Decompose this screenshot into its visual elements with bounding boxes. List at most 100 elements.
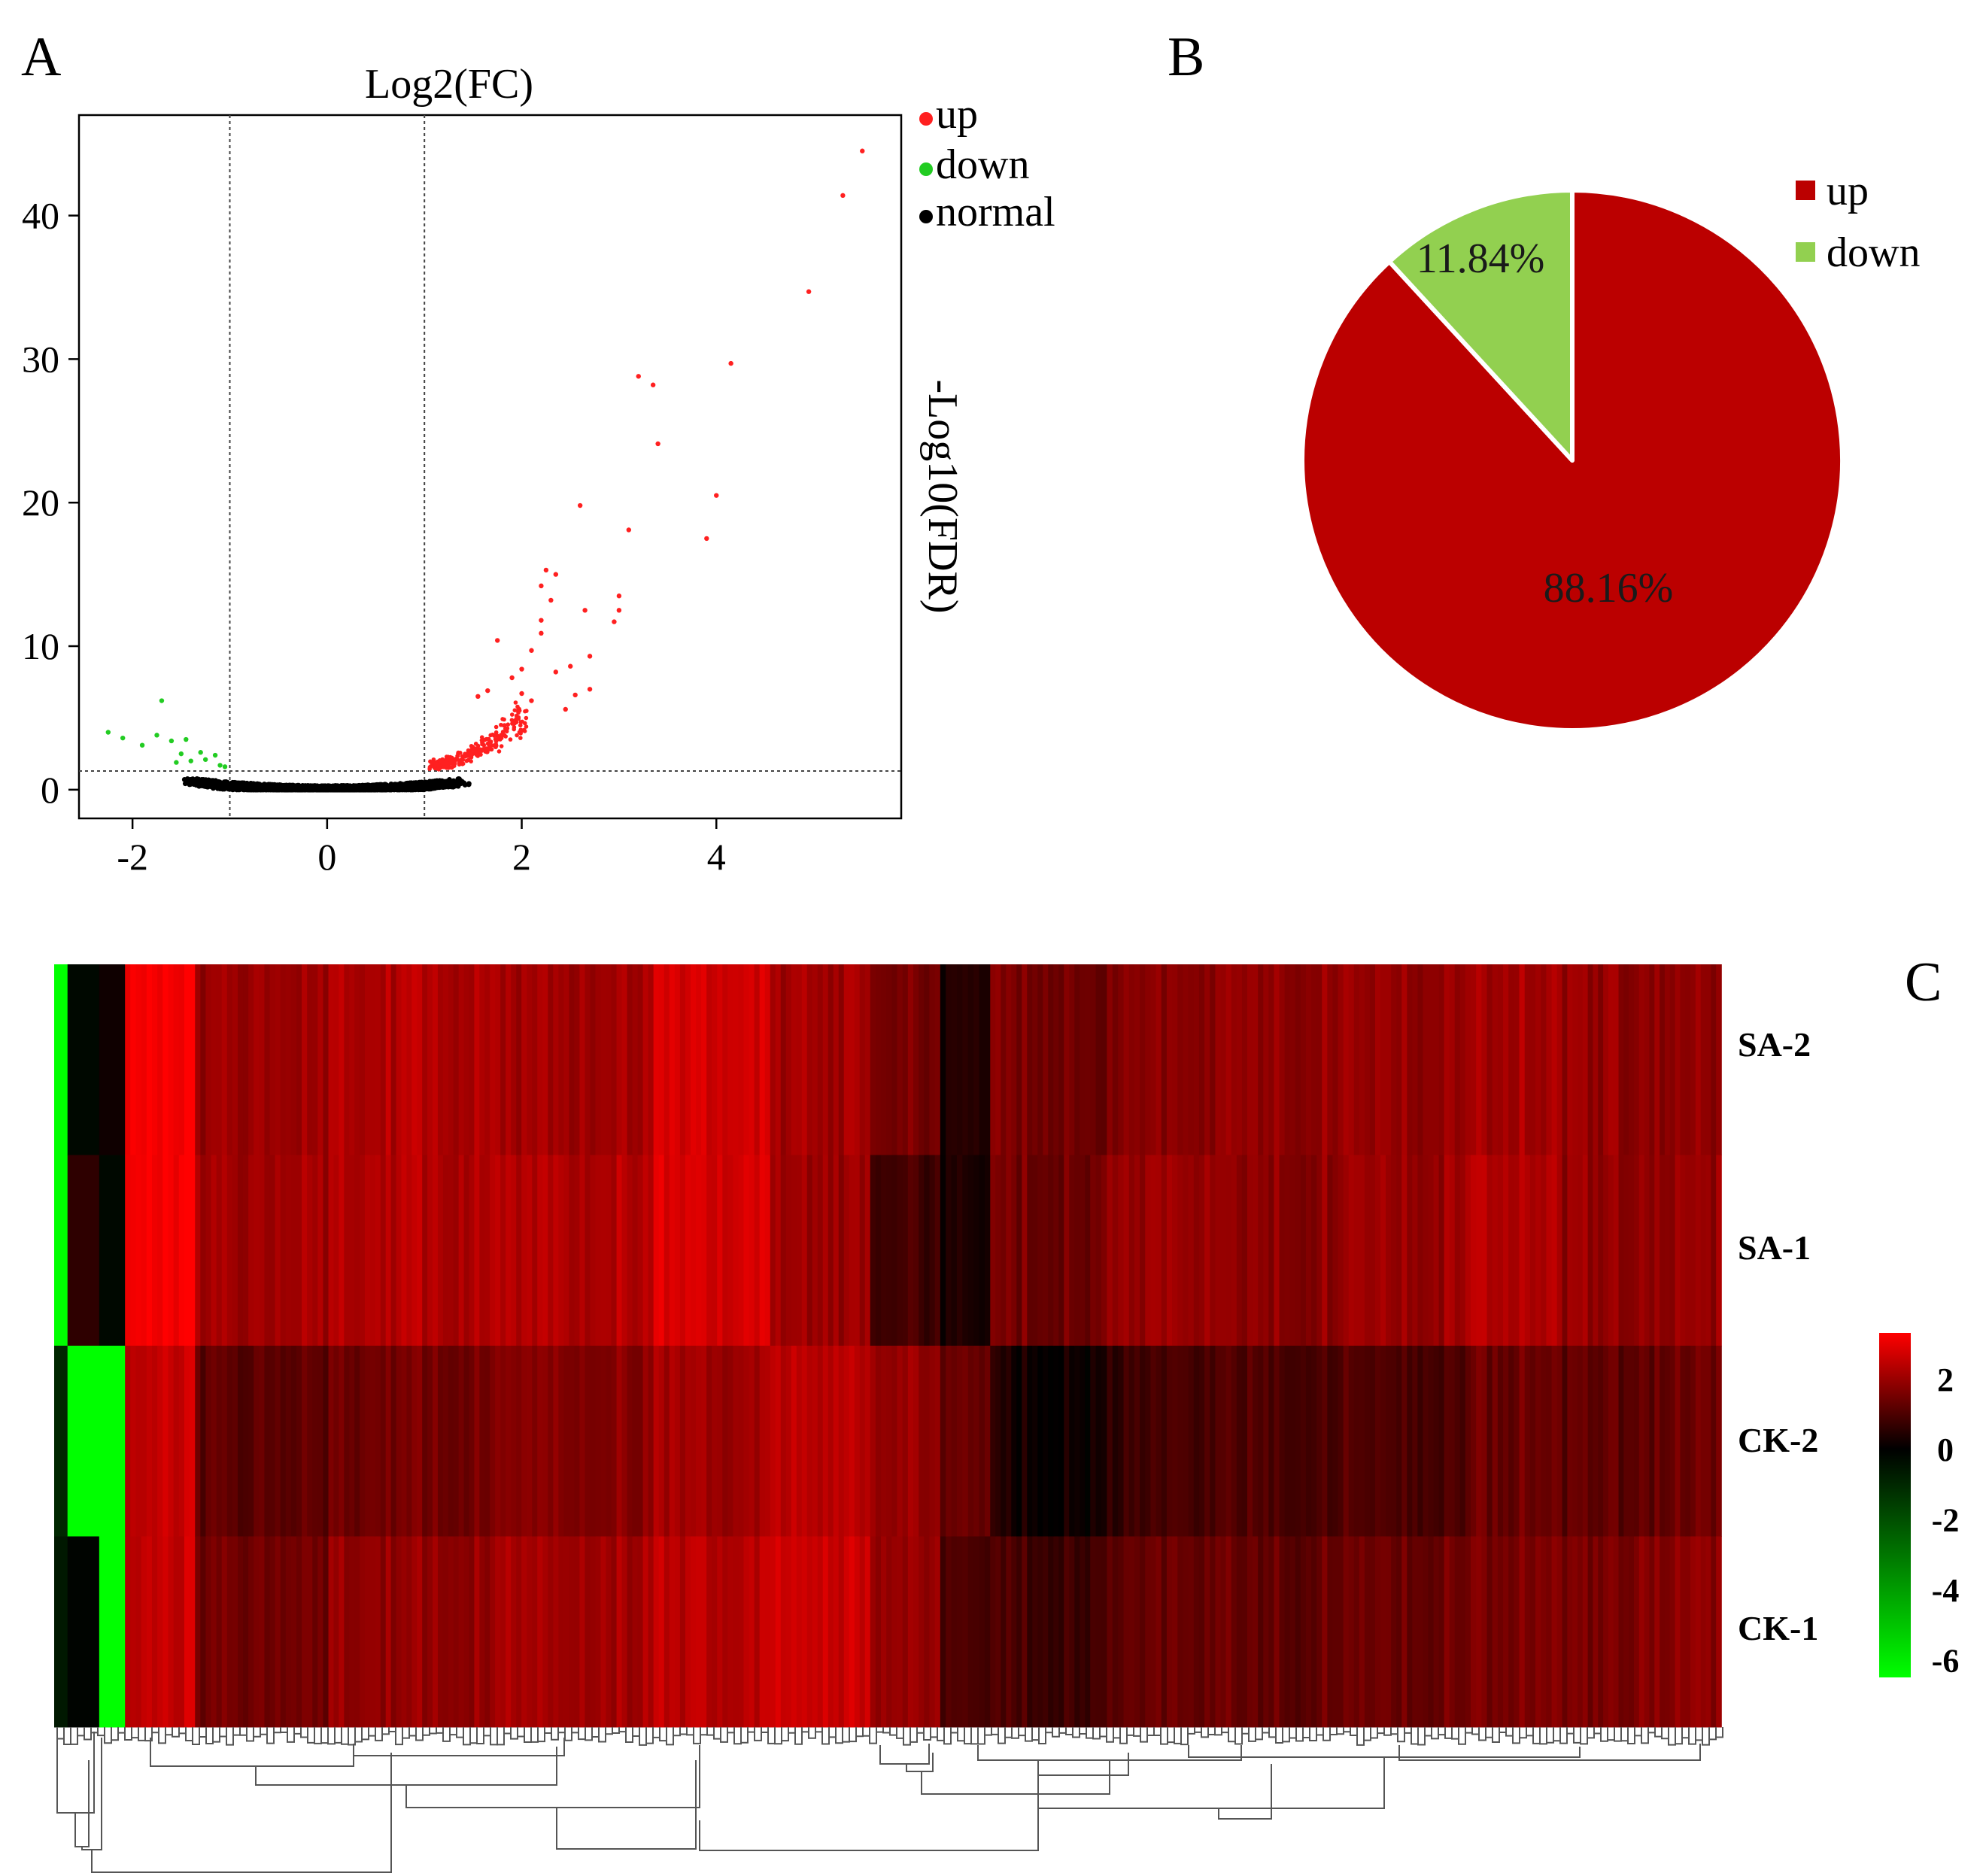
heatmap-cell — [344, 1346, 351, 1537]
heatmap-cell — [1112, 1536, 1119, 1728]
pie-legend-up-swatch — [1796, 181, 1815, 200]
heatmap-cell — [226, 1346, 233, 1537]
heatmap-cell — [558, 964, 565, 1155]
heatmap-cell — [1675, 1346, 1681, 1537]
normal-point — [455, 776, 461, 782]
heatmap-cell — [280, 1155, 287, 1346]
dendrogram-branch — [1031, 1727, 1040, 1741]
dendrogram-branch — [1492, 1727, 1500, 1744]
dendrogram-branch — [943, 1727, 952, 1745]
up-point — [577, 502, 583, 508]
heatmap-cell — [611, 964, 618, 1155]
volcano-up-points — [427, 148, 865, 772]
pie-label-down: 11.84% — [1417, 235, 1545, 282]
heatmap-cell — [891, 1155, 898, 1346]
heatmap-cell — [870, 1155, 876, 1346]
heatmap-cell — [1481, 1155, 1488, 1346]
dendrogram-branch — [1404, 1727, 1412, 1734]
normal-point — [428, 779, 434, 785]
heatmap-cell — [606, 1155, 612, 1346]
heatmap-cell — [717, 964, 724, 1155]
up-point — [543, 567, 549, 573]
heatmap-cell — [1449, 1346, 1456, 1537]
heatmap-cell — [1198, 1346, 1205, 1537]
heatmap-cell — [511, 964, 518, 1155]
heatmap-cell — [1541, 964, 1547, 1155]
heatmap-cell — [1508, 1536, 1515, 1728]
heatmap-cell — [1236, 1536, 1243, 1728]
heatmap-cell — [1107, 964, 1113, 1155]
normal-point — [276, 784, 282, 789]
heatmap-cell — [642, 1346, 649, 1537]
heatmap-cell — [1177, 1536, 1184, 1728]
heatmap-cell — [125, 1346, 132, 1537]
dendrogram-branch — [63, 1727, 71, 1745]
dendrogram-branch — [1058, 1727, 1067, 1734]
heatmap-cell — [780, 1155, 787, 1346]
heatmap-cell — [1295, 1155, 1301, 1346]
heatmap-cell — [285, 1536, 292, 1728]
heatmap-cell — [962, 1346, 969, 1537]
heatmap-cell — [1629, 1536, 1635, 1728]
heatmap-cell — [1654, 1346, 1660, 1537]
heatmap-cell — [859, 1346, 866, 1537]
dendrogram-branch — [1255, 1727, 1263, 1741]
heatmap-cell — [130, 1536, 137, 1728]
heatmap-cell — [1134, 964, 1140, 1155]
dendrogram-branch — [1099, 1727, 1107, 1738]
heatmap-cell — [365, 1346, 371, 1537]
dendrogram-branch — [490, 1727, 498, 1746]
up-point — [509, 675, 515, 681]
heatmap-cell — [1613, 964, 1620, 1155]
up-point — [448, 765, 452, 770]
heatmap-cell — [691, 1346, 697, 1537]
heatmap-cell — [437, 1155, 444, 1346]
heatmap-cell — [339, 1155, 345, 1346]
dendrogram-branch — [639, 1727, 647, 1746]
heatmap-cell — [1690, 1155, 1696, 1346]
heatmap-cell — [178, 964, 185, 1155]
heatmap-cell — [1454, 1155, 1461, 1346]
up-point — [442, 764, 446, 770]
dendrogram-branch — [578, 1727, 586, 1741]
heatmap-cell — [1680, 964, 1687, 1155]
heatmap-cell — [1353, 964, 1360, 1155]
heatmap-cell — [1112, 964, 1119, 1155]
heatmap-cell — [317, 1346, 324, 1537]
heatmap-cell — [1514, 1346, 1520, 1537]
heatmap-cell — [770, 1346, 776, 1537]
heatmap-cell — [190, 1346, 196, 1537]
heatmap-cell — [1664, 1346, 1671, 1537]
heatmap-cell — [354, 964, 360, 1155]
heatmap-cell — [1095, 964, 1102, 1155]
heatmap-cell — [401, 1536, 408, 1728]
heatmap-cell — [1629, 1155, 1635, 1346]
heatmap-cell — [838, 1155, 845, 1346]
heatmap-cell — [1161, 964, 1168, 1155]
colorbar-tick-label: -2 — [1932, 1502, 1960, 1539]
heatmap-cell — [611, 1346, 618, 1537]
heatmap-cell — [232, 1155, 238, 1346]
heatmap-cell — [1128, 1346, 1135, 1537]
heatmap-cell — [1675, 1536, 1681, 1728]
heatmap-cell — [1386, 1346, 1392, 1537]
heatmap-cell — [1231, 1536, 1237, 1728]
heatmap-cell — [516, 1346, 523, 1537]
heatmap-cell — [349, 1536, 355, 1728]
dendrogram-branch — [1153, 1727, 1162, 1737]
up-point — [493, 724, 499, 730]
up-point — [468, 754, 473, 759]
dendrogram-branch — [740, 1727, 749, 1744]
heatmap-cell — [1449, 964, 1456, 1155]
heatmap-cell — [1577, 1155, 1584, 1346]
heatmap-cell — [380, 1155, 387, 1346]
dendrogram-branch — [172, 1727, 180, 1738]
normal-point — [248, 787, 254, 793]
heatmap-cell — [1428, 1155, 1435, 1346]
heatmap-cell — [913, 964, 919, 1155]
heatmap-cell — [1705, 1346, 1712, 1537]
heatmap-cell — [1690, 1346, 1696, 1537]
heatmap-cell — [611, 1536, 618, 1728]
dendrogram-branch — [422, 1727, 430, 1736]
